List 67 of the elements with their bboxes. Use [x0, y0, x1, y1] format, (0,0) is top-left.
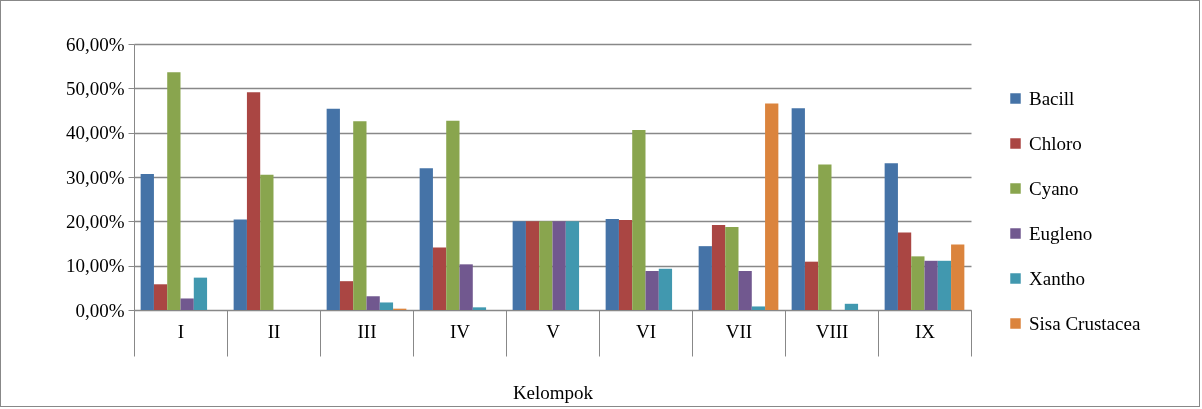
bar — [804, 261, 819, 310]
bar — [419, 168, 433, 310]
bar — [180, 298, 194, 310]
y-tick-label: 60,00% — [65, 33, 125, 55]
y-tick-label: 20,00% — [65, 210, 125, 232]
bar — [605, 219, 619, 310]
bar — [353, 121, 367, 310]
legend-label: Xantho — [1029, 267, 1085, 289]
bar — [791, 108, 805, 310]
legend-label: Chloro — [1029, 132, 1082, 154]
bar — [339, 281, 354, 310]
y-tick-label: 0,00% — [75, 299, 125, 321]
x-tick-label: IX — [914, 320, 936, 342]
bar — [432, 247, 447, 310]
bar — [193, 277, 208, 310]
bar — [632, 130, 646, 310]
y-tick-label: 10,00% — [65, 255, 125, 277]
bar — [765, 103, 779, 310]
bar — [897, 232, 912, 310]
x-axis-title: Kelompok — [512, 381, 594, 403]
bar — [167, 72, 181, 310]
bar — [725, 227, 739, 310]
bar — [446, 120, 460, 310]
bar — [738, 270, 752, 310]
y-tick-label: 50,00% — [65, 77, 125, 99]
legend-label: Cyano — [1029, 177, 1079, 199]
bar — [153, 284, 168, 310]
bar — [658, 268, 673, 310]
x-tick-label: VI — [635, 320, 657, 342]
bar — [326, 108, 340, 310]
bar — [924, 260, 938, 310]
bar — [618, 220, 633, 310]
bar — [539, 221, 553, 310]
x-tick-label: V — [546, 320, 561, 342]
bar — [565, 221, 580, 310]
bar — [459, 264, 473, 310]
bar — [698, 246, 712, 310]
bar — [472, 307, 487, 310]
y-tick-label: 40,00% — [65, 122, 125, 144]
bar — [260, 174, 274, 310]
bar — [246, 92, 261, 310]
y-tick-label: 30,00% — [65, 166, 125, 188]
bar — [711, 224, 726, 310]
legend-label: Bacill — [1029, 87, 1075, 109]
bar — [818, 164, 832, 310]
legend-label: Eugleno — [1029, 222, 1093, 244]
bar — [379, 302, 394, 310]
bar — [911, 256, 925, 310]
x-tick-label: VIII — [815, 320, 849, 342]
bar — [645, 270, 659, 310]
bar — [884, 163, 898, 310]
bar — [525, 221, 540, 310]
bar — [552, 221, 566, 310]
x-tick-label: IV — [449, 320, 471, 342]
bar — [937, 260, 952, 310]
x-tick-label: I — [177, 320, 185, 342]
bar — [366, 296, 380, 310]
bar — [751, 306, 766, 310]
bar — [140, 173, 154, 310]
bar — [512, 221, 526, 310]
x-tick-label: II — [267, 320, 281, 342]
bar — [844, 303, 859, 310]
legend-label: Sisa Crustacea — [1029, 312, 1141, 334]
x-tick-label: VII — [725, 320, 753, 342]
bar — [951, 244, 965, 310]
x-tick-label: III — [357, 320, 377, 342]
bar — [233, 219, 247, 310]
